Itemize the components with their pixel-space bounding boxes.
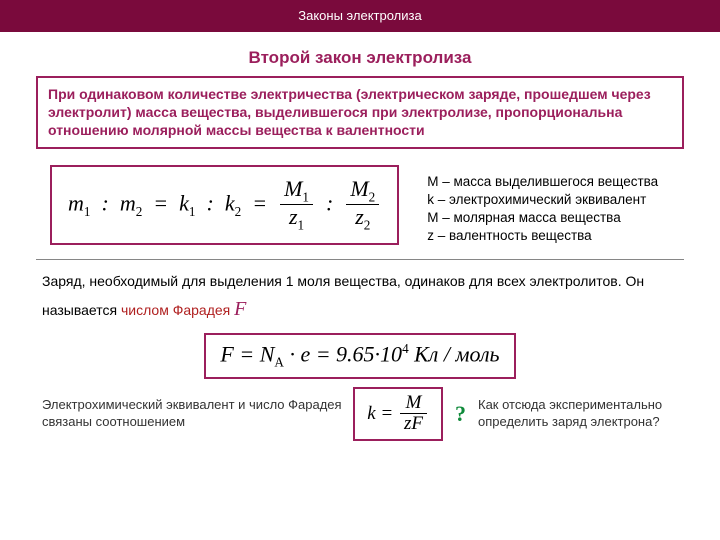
legend: M – масса выделившегося вещества k – эле… [427,165,658,246]
bottom-row: Электрохимический эквивалент и число Фар… [36,387,684,442]
page-title: Второй закон электролиза [36,48,684,68]
legend-line: z – валентность вещества [427,227,658,245]
slide-content: Второй закон электролиза При одинаковом … [0,32,720,441]
faraday-formula: F = NA · e = 9.65·104 Кл / моль [204,333,515,379]
note-left: Электрохимический эквивалент и число Фар… [42,397,343,431]
law-definition-box: При одинаковом количестве электричества … [36,76,684,149]
formula-k: k = M zF [353,387,443,442]
header-bar: Законы электролиза [0,0,720,32]
legend-line: M – молярная масса вещества [427,209,658,227]
faraday-formula-wrap: F = NA · e = 9.65·104 Кл / моль [36,333,684,379]
question-mark-icon: ? [453,401,468,427]
legend-line: k – электрохимический эквивалент [427,191,658,209]
faraday-paragraph: Заряд, необходимый для выделения 1 моля … [36,270,684,324]
header-title: Законы электролиза [298,8,421,23]
note-right: Как отсюда экспериментально определить з… [478,397,678,431]
formula-row: m1 : m2 = k1 : k2 = M1 z1 : M2 z2 M – ма… [50,165,684,246]
formula-ratio: m1 : m2 = k1 : k2 = M1 z1 : M2 z2 [50,165,399,246]
divider [36,259,684,260]
legend-line: M – масса выделившегося вещества [427,173,658,191]
